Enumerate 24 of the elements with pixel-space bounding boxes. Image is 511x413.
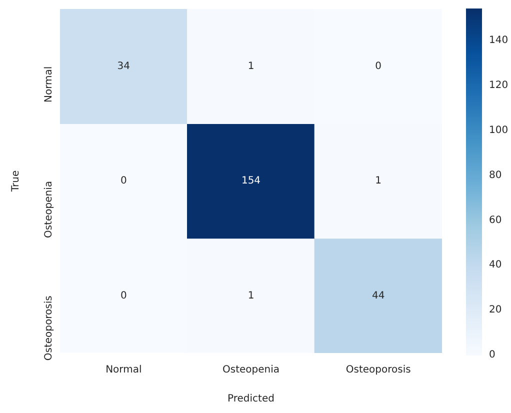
x-axis-title: Predicted xyxy=(228,394,274,405)
data-label: 0 xyxy=(120,176,127,187)
data-label: 1 xyxy=(375,176,382,187)
x-tick-label: Osteoporosis xyxy=(346,364,411,376)
data-label: 44 xyxy=(372,290,385,302)
y-tick-label: Osteopenia xyxy=(44,181,55,238)
color-bar-label: 0 xyxy=(489,350,496,361)
y-axis-title: True xyxy=(10,170,22,193)
color-bar-label: 80 xyxy=(489,170,502,181)
x-tick-label: Normal xyxy=(106,364,142,376)
color-bar-label: 100 xyxy=(489,124,508,136)
color-bar-label: 60 xyxy=(489,214,502,226)
color-bar-label: 140 xyxy=(489,35,508,46)
data-label: 0 xyxy=(375,60,382,72)
x-tick-label: Osteopenia xyxy=(222,364,280,376)
data-label: 1 xyxy=(248,290,254,302)
color-bar-label: 20 xyxy=(489,304,502,316)
data-label: 0 xyxy=(120,290,127,302)
data-label: 1 xyxy=(248,60,254,72)
color-bar-label: 40 xyxy=(489,260,502,271)
data-label: 154 xyxy=(241,176,261,187)
data-label: 34 xyxy=(117,60,130,72)
color-bar-label: 120 xyxy=(489,80,508,91)
y-tick-label: Normal xyxy=(44,66,55,103)
